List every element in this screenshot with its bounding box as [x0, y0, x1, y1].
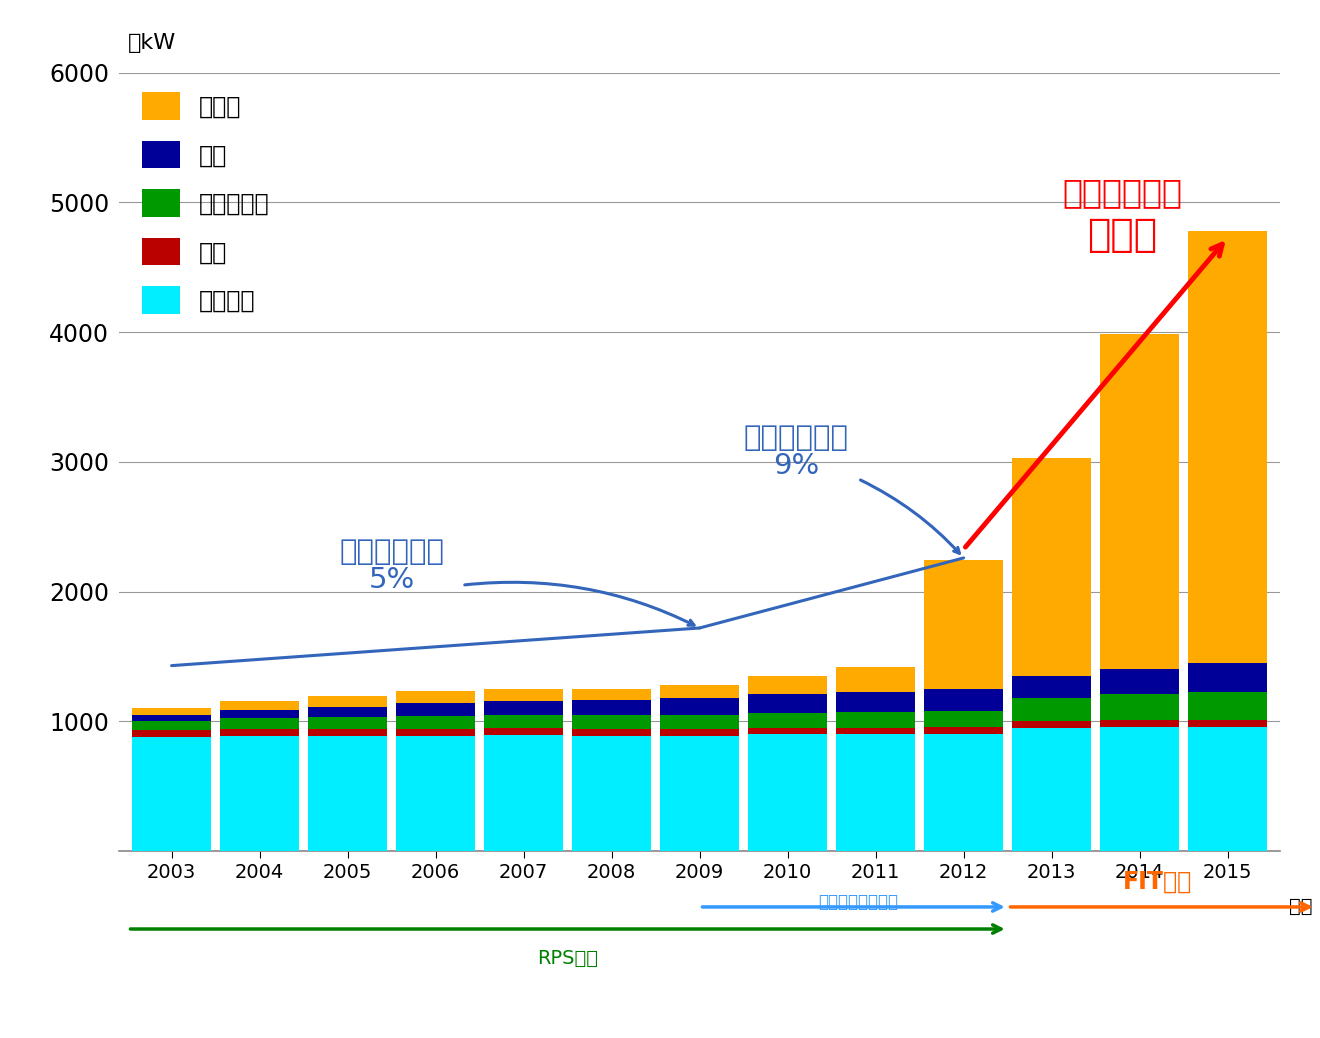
Bar — [1188, 692, 1267, 720]
Bar — [1100, 668, 1179, 693]
Bar — [396, 691, 475, 703]
Bar — [660, 729, 739, 736]
Bar — [572, 701, 651, 715]
Bar — [308, 729, 387, 736]
Bar — [836, 735, 915, 851]
Bar — [308, 736, 387, 851]
Bar — [748, 676, 828, 693]
Bar — [132, 731, 211, 737]
Bar — [484, 701, 564, 715]
Bar — [1100, 727, 1179, 851]
Bar — [484, 689, 564, 701]
Bar — [484, 729, 564, 735]
Bar — [836, 692, 915, 712]
Bar — [1012, 721, 1092, 728]
Text: RPS制度: RPS制度 — [537, 949, 598, 967]
Text: FIT制度: FIT制度 — [1122, 870, 1192, 894]
Bar — [132, 720, 211, 731]
Bar — [132, 715, 211, 720]
Bar — [1188, 663, 1267, 692]
Bar — [1012, 677, 1092, 699]
Legend: 太陽光, 風力, バイオマス, 地熱, 中小水力: 太陽光, 風力, バイオマス, 地熱, 中小水力 — [143, 92, 269, 313]
Bar — [308, 696, 387, 707]
Bar — [1188, 727, 1267, 851]
Text: 年平均伸び率: 年平均伸び率 — [1063, 175, 1181, 209]
Bar — [220, 718, 300, 729]
Bar — [924, 734, 1003, 851]
Bar — [660, 685, 739, 698]
Bar — [396, 729, 475, 736]
Bar — [484, 715, 564, 729]
Bar — [924, 559, 1003, 689]
Bar — [924, 727, 1003, 734]
Bar — [396, 716, 475, 729]
Bar — [308, 707, 387, 717]
Text: 万kW: 万kW — [128, 33, 176, 53]
Bar — [132, 708, 211, 715]
Bar — [1188, 719, 1267, 727]
Bar — [220, 710, 300, 718]
Bar — [748, 713, 828, 728]
Bar — [660, 736, 739, 851]
Text: 5%: 5% — [368, 567, 414, 594]
Bar — [748, 735, 828, 851]
Bar — [1100, 693, 1179, 720]
Bar — [220, 701, 300, 710]
Bar — [1012, 699, 1092, 721]
Bar — [836, 728, 915, 735]
Bar — [748, 693, 828, 713]
Bar — [132, 737, 211, 851]
Text: 余剰電力買取制度: 余剰電力買取制度 — [818, 893, 898, 911]
Bar — [572, 689, 651, 701]
Bar — [660, 698, 739, 714]
Bar — [220, 736, 300, 851]
Bar — [1100, 334, 1179, 668]
Text: 年平均伸び率: 年平均伸び率 — [339, 538, 444, 566]
Bar — [836, 667, 915, 692]
Bar — [1100, 719, 1179, 727]
Text: 9%: 9% — [774, 453, 820, 480]
Bar — [572, 715, 651, 729]
Bar — [1012, 728, 1092, 851]
Bar — [308, 717, 387, 729]
Bar — [1012, 459, 1092, 677]
Bar — [748, 728, 828, 735]
Bar — [396, 736, 475, 851]
Text: 年度: 年度 — [1290, 897, 1312, 916]
Bar — [836, 712, 915, 728]
Bar — [484, 735, 564, 851]
Bar — [924, 689, 1003, 711]
Bar — [1188, 231, 1267, 663]
Bar — [220, 729, 300, 736]
Text: 年平均伸び率: 年平均伸び率 — [744, 424, 849, 452]
Bar — [660, 714, 739, 729]
Bar — [572, 729, 651, 736]
Text: ２９％: ２９％ — [1086, 216, 1158, 254]
Bar — [572, 736, 651, 851]
Bar — [924, 711, 1003, 727]
Bar — [396, 703, 475, 716]
